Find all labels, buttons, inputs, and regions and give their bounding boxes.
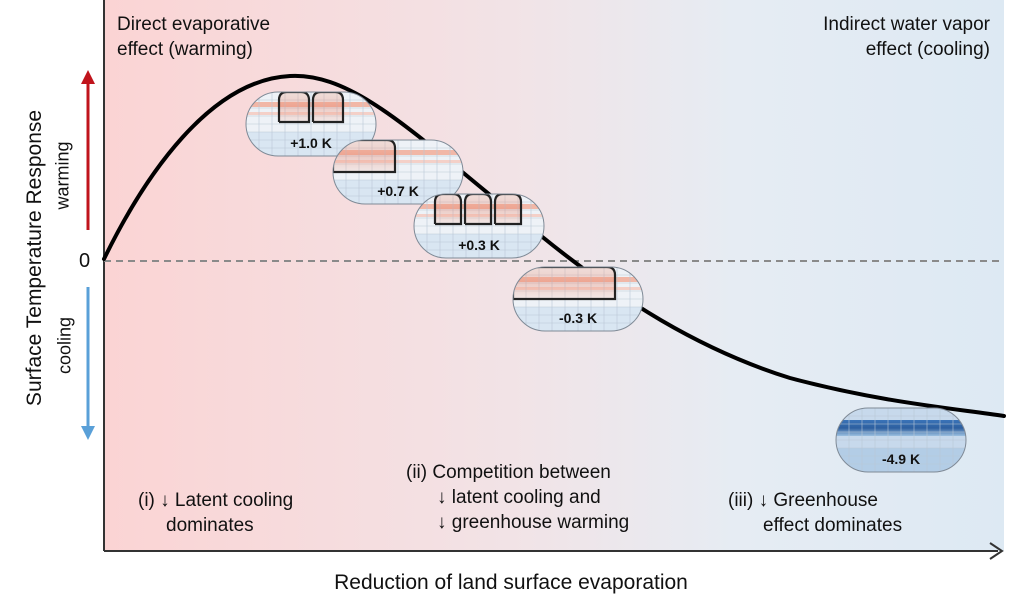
indirect-effect-label: Indirect water vapor effect (cooling) xyxy=(823,14,990,60)
map-value-label: -0.3 K xyxy=(559,310,597,326)
map-value-label: +0.7 K xyxy=(377,183,419,199)
zero-tick-label: 0 xyxy=(79,250,91,272)
map-inset: +0.3 K xyxy=(413,193,545,259)
map-value-label: +0.3 K xyxy=(458,237,500,253)
map-value-label: +1.0 K xyxy=(290,135,332,151)
map-value-label: -4.9 K xyxy=(882,451,920,467)
y-axis-title: Surface Temperature Response xyxy=(23,109,46,407)
x-axis-arrowhead xyxy=(989,542,1004,560)
warming-arrow xyxy=(81,70,95,230)
map-inset: -4.9 K xyxy=(835,407,967,473)
map-inset: +0.7 K xyxy=(332,139,464,205)
cooling-label: cooling xyxy=(54,316,75,375)
cooling-arrow xyxy=(81,287,95,440)
regime-i-text: (i) ↓ Latent cooling dominates xyxy=(138,490,294,536)
regime-ii-text: (ii) Competition between ↓ latent coolin… xyxy=(406,462,630,533)
x-axis-title: Reduction of land surface evaporation xyxy=(334,571,688,594)
map-inset: -0.3 K xyxy=(512,266,644,332)
regime-iii-text: (iii) ↓ Greenhouse effect dominates xyxy=(728,490,903,536)
map-insets: +1.0 K +0.7 K +0.3 K -0.3 K -4.9 K xyxy=(245,91,967,473)
warming-label: warming xyxy=(52,141,73,210)
direct-effect-label: Direct evaporative effect (warming) xyxy=(117,14,271,60)
